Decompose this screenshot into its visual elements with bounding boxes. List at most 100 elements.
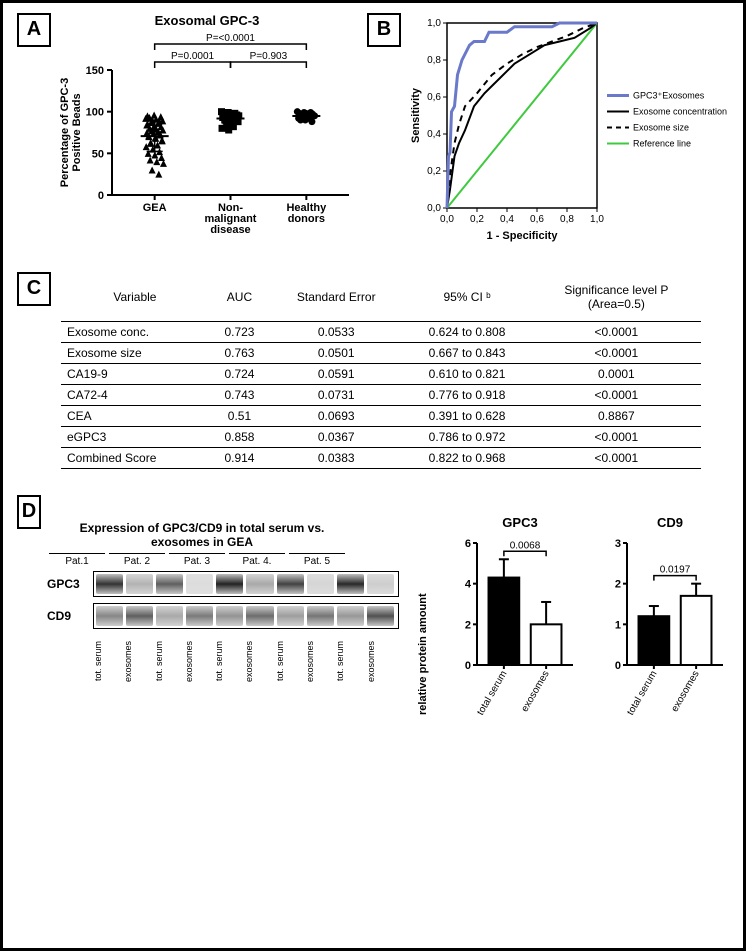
svg-text:0: 0 bbox=[465, 660, 471, 672]
svg-text:0: 0 bbox=[615, 660, 621, 672]
bar-chart-gpc3: GPC3 0 2 4 6 total serum exosomes 0.0068 bbox=[449, 515, 579, 715]
svg-text:1 - Specificity: 1 - Specificity bbox=[487, 230, 559, 242]
auc-col-header: Variable bbox=[61, 280, 209, 322]
roc-plot: 0,00,0 0,2 0,2 0,4 0,4 0,6 0,6 0,8 0,8 1,0 1,0 1 - … bbox=[407, 13, 737, 243]
svg-text:Non-malignantdisease: Non-malignantdisease bbox=[205, 202, 257, 236]
table-row: eGPC30.8580.03670.786 to 0.972<0.0001 bbox=[61, 427, 701, 448]
svg-text:exosomes: exosomes bbox=[519, 669, 551, 714]
scatter-plot: 0 50 100 150Percentage of GPC-3Positive Bea… bbox=[57, 30, 357, 245]
blot-title: Expression of GPC3/CD9 in total serum vs… bbox=[47, 521, 357, 549]
svg-text:2: 2 bbox=[465, 619, 471, 631]
table-row: Combined Score0.9140.03830.822 to 0.968<… bbox=[61, 448, 701, 469]
lane-labels: tot. serumexosomestot. serumexosomestot.… bbox=[93, 631, 393, 691]
patient-label: Pat. 3 bbox=[169, 553, 225, 567]
lane-label: tot. serum bbox=[275, 631, 302, 691]
lane-label: exosomes bbox=[244, 631, 271, 691]
svg-text:Exosome size: Exosome size bbox=[633, 123, 689, 133]
panel-b-label: B bbox=[367, 13, 401, 47]
lane-label: tot. serum bbox=[154, 631, 181, 691]
patient-labels: Pat.1 Pat. 2 Pat. 3 Pat. 4. Pat. 5 bbox=[47, 553, 347, 567]
panel-row-ab: A Exosomal GPC-3 0 50 100 150Percentage of … bbox=[17, 13, 729, 250]
table-row: Exosome conc.0.7230.05330.624 to 0.808<0… bbox=[61, 322, 701, 343]
patient-label: Pat. 4. bbox=[229, 553, 285, 567]
svg-text:0,6: 0,6 bbox=[427, 92, 441, 103]
svg-text:exosomes: exosomes bbox=[669, 669, 701, 714]
svg-text:GPC3⁺Exosomes: GPC3⁺Exosomes bbox=[633, 91, 705, 101]
table-row: CA72-40.7430.07310.776 to 0.918<0.0001 bbox=[61, 385, 701, 406]
panel-a: A Exosomal GPC-3 0 50 100 150Percentage of … bbox=[17, 13, 357, 250]
panel-d-label: D bbox=[17, 495, 41, 529]
svg-text:0,0: 0,0 bbox=[440, 214, 454, 225]
svg-text:P=0.903: P=0.903 bbox=[250, 51, 288, 62]
lane-label: tot. serum bbox=[214, 631, 241, 691]
svg-text:Reference line: Reference line bbox=[633, 139, 691, 149]
svg-text:Healthydonors: Healthydonors bbox=[286, 202, 327, 225]
bar-charts: relative protein amount GPC3 0 2 4 6 total se… bbox=[417, 515, 729, 715]
panel-a-title: Exosomal GPC-3 bbox=[57, 13, 357, 28]
svg-text:0,4: 0,4 bbox=[500, 214, 514, 225]
lane-label: exosomes bbox=[123, 631, 150, 691]
lane-label: exosomes bbox=[184, 631, 211, 691]
table-row: Exosome size0.7630.05010.667 to 0.843<0.… bbox=[61, 343, 701, 364]
svg-text:1: 1 bbox=[615, 619, 621, 631]
lane-label: exosomes bbox=[366, 631, 393, 691]
auc-col-header: 95% CI ᵇ bbox=[402, 280, 531, 322]
svg-text:0,0: 0,0 bbox=[427, 203, 441, 214]
svg-text:0,2: 0,2 bbox=[470, 214, 484, 225]
svg-text:total serum: total serum bbox=[475, 669, 509, 715]
panel-a-label: A bbox=[17, 13, 51, 47]
svg-text:0.0197: 0.0197 bbox=[660, 565, 691, 576]
svg-text:3: 3 bbox=[615, 538, 621, 550]
lane-label: tot. serum bbox=[335, 631, 362, 691]
auc-col-header: Standard Error bbox=[270, 280, 402, 322]
panel-c: C VariableAUCStandard Error95% CI ᵇSigni… bbox=[17, 272, 729, 469]
svg-text:P=0.0001: P=0.0001 bbox=[171, 51, 215, 62]
svg-text:Percentage of GPC-3Positive Be: Percentage of GPC-3Positive Beads bbox=[59, 78, 83, 187]
western-blot: Expression of GPC3/CD9 in total serum vs… bbox=[47, 515, 399, 691]
svg-text:0.0068: 0.0068 bbox=[510, 540, 541, 551]
svg-text:1,0: 1,0 bbox=[427, 18, 441, 29]
svg-text:0,2: 0,2 bbox=[427, 166, 441, 177]
panel-b: B 0,00,0 0,2 0,2 0,4 0,4 0,6 0,6 0,8 0,8 1,0 1,0 1 … bbox=[367, 13, 737, 248]
row-label-cd9: CD9 bbox=[47, 609, 87, 623]
row-label-gpc3: GPC3 bbox=[47, 577, 87, 591]
svg-text:Sensitivity: Sensitivity bbox=[410, 87, 422, 143]
svg-text:0,4: 0,4 bbox=[427, 129, 441, 140]
svg-text:GEA: GEA bbox=[143, 202, 167, 214]
panel-a-chart: Exosomal GPC-3 0 50 100 150Percentage of GP… bbox=[57, 13, 357, 250]
table-row: CEA0.510.06930.391 to 0.6280.8867 bbox=[61, 406, 701, 427]
svg-text:1,0: 1,0 bbox=[590, 214, 604, 225]
auc-col-header: Significance level P (Area=0.5) bbox=[532, 280, 701, 322]
panel-c-label: C bbox=[17, 272, 51, 306]
bands-cd9 bbox=[93, 603, 399, 629]
svg-text:0,8: 0,8 bbox=[560, 214, 574, 225]
patient-label: Pat. 2 bbox=[109, 553, 165, 567]
svg-text:total serum: total serum bbox=[625, 669, 659, 715]
svg-text:Exosome concentration: Exosome concentration bbox=[633, 107, 727, 117]
svg-text:GPC3: GPC3 bbox=[502, 515, 537, 530]
lane-label: exosomes bbox=[305, 631, 332, 691]
bar-y-label: relative protein amount bbox=[417, 515, 429, 715]
svg-text:2: 2 bbox=[615, 579, 621, 591]
svg-text:50: 50 bbox=[92, 148, 104, 160]
bands-gpc3 bbox=[93, 571, 399, 597]
svg-text:150: 150 bbox=[86, 65, 104, 77]
svg-text:0,8: 0,8 bbox=[427, 55, 441, 66]
svg-text:4: 4 bbox=[465, 579, 472, 591]
auc-col-header: AUC bbox=[209, 280, 270, 322]
patient-label: Pat.1 bbox=[49, 553, 105, 567]
svg-text:6: 6 bbox=[465, 538, 471, 550]
bar-chart-cd9: CD9 0 1 2 3 total serum exosomes 0.0197 bbox=[599, 515, 729, 715]
svg-text:0: 0 bbox=[98, 190, 104, 202]
patient-label: Pat. 5 bbox=[289, 553, 345, 567]
auc-table: VariableAUCStandard Error95% CI ᵇSignifi… bbox=[61, 280, 701, 469]
table-row: CA19-90.7240.05910.610 to 0.8210.0001 bbox=[61, 364, 701, 385]
svg-text:100: 100 bbox=[86, 107, 104, 119]
svg-text:CD9: CD9 bbox=[657, 515, 683, 530]
lane-label: tot. serum bbox=[93, 631, 120, 691]
svg-text:0,6: 0,6 bbox=[530, 214, 544, 225]
panel-b-chart: 0,00,0 0,2 0,2 0,4 0,4 0,6 0,6 0,8 0,8 1,0 1,0 1 - … bbox=[407, 13, 737, 248]
svg-text:P=<0.0001: P=<0.0001 bbox=[206, 33, 255, 44]
figure-frame: A Exosomal GPC-3 050100150Percentage of … bbox=[0, 0, 746, 951]
panel-d: D Expression of GPC3/CD9 in total serum … bbox=[17, 495, 729, 715]
